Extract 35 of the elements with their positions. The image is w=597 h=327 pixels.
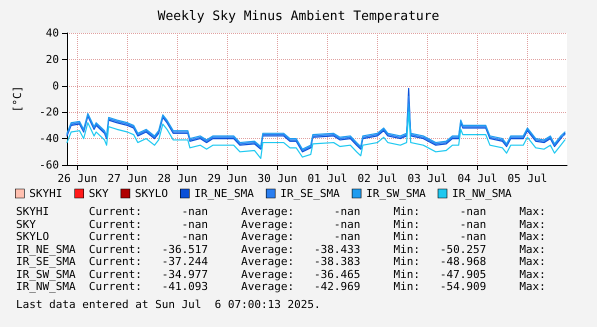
y-tick-label: 0 [52, 79, 59, 92]
text: SKY Current: -nan Average: -nan Min: -nan Max: [16, 218, 547, 231]
legend-label: SKYLO [134, 187, 168, 200]
text: IR_SE_SMA Current: -37.244 Average: -38.383 Min: -48.968 Max: [16, 255, 547, 268]
legend-label: IR_SW_SMA [366, 187, 426, 200]
chart-title: Weekly Sky Minus Ambient Temperature [158, 9, 440, 24]
text: Last data entered at Sun Jul 6 07:00:13 2025. [16, 298, 322, 311]
y-tick-label: 20 [46, 52, 59, 66]
line-series [66, 104, 566, 150]
x-tick-label: 02 Jul [358, 172, 398, 185]
y-axis-title: [°C] [11, 86, 24, 112]
y-tick-label: -60 [39, 158, 59, 172]
y-tick-label: -20 [39, 106, 59, 119]
x-tick-label: 05 Jul [508, 172, 548, 185]
y-tick-label: 40 [46, 26, 59, 40]
x-tick-label: 26 Jun [58, 172, 98, 185]
legend-label: IR_NE_SMA [194, 187, 254, 200]
text: SKYLO Current: -nan Average: -nan Min: -nan Max: [16, 230, 547, 244]
text: IR_SW_SMA Current: -34.977 Average: -36.465 Min: -47.905 Max: [16, 268, 547, 281]
x-tick-label: 01 Jul [308, 172, 348, 185]
line-series [66, 112, 566, 159]
legend-label: SKY [88, 187, 109, 200]
legend-label: SKYHI [29, 187, 62, 200]
x-tick-label: 30 Jun [258, 172, 298, 185]
x-tick-label: 04 Jul [458, 172, 498, 185]
x-tick-label: 29 Jun [208, 172, 248, 185]
x-tick-label: 27 Jun [108, 172, 148, 185]
x-tick-label: 28 Jun [158, 172, 198, 185]
legend-label: IR_SE_SMA [280, 187, 340, 200]
x-tick-label: 03 Jul [408, 172, 448, 185]
y-tick-label: -40 [39, 132, 59, 146]
legend-label: IR_NW_SMA [452, 187, 512, 200]
text: SKYHI Current: -nan Average: -nan Min: -nan Max: [16, 205, 547, 218]
text: IR_NW_SMA Current: -41.093 Average: -42.969 Min: -54.909 Max: [16, 280, 547, 294]
text: IR_NE_SMA Current: -36.517 Average: -38.433 Min: -50.257 Max: [16, 242, 547, 256]
